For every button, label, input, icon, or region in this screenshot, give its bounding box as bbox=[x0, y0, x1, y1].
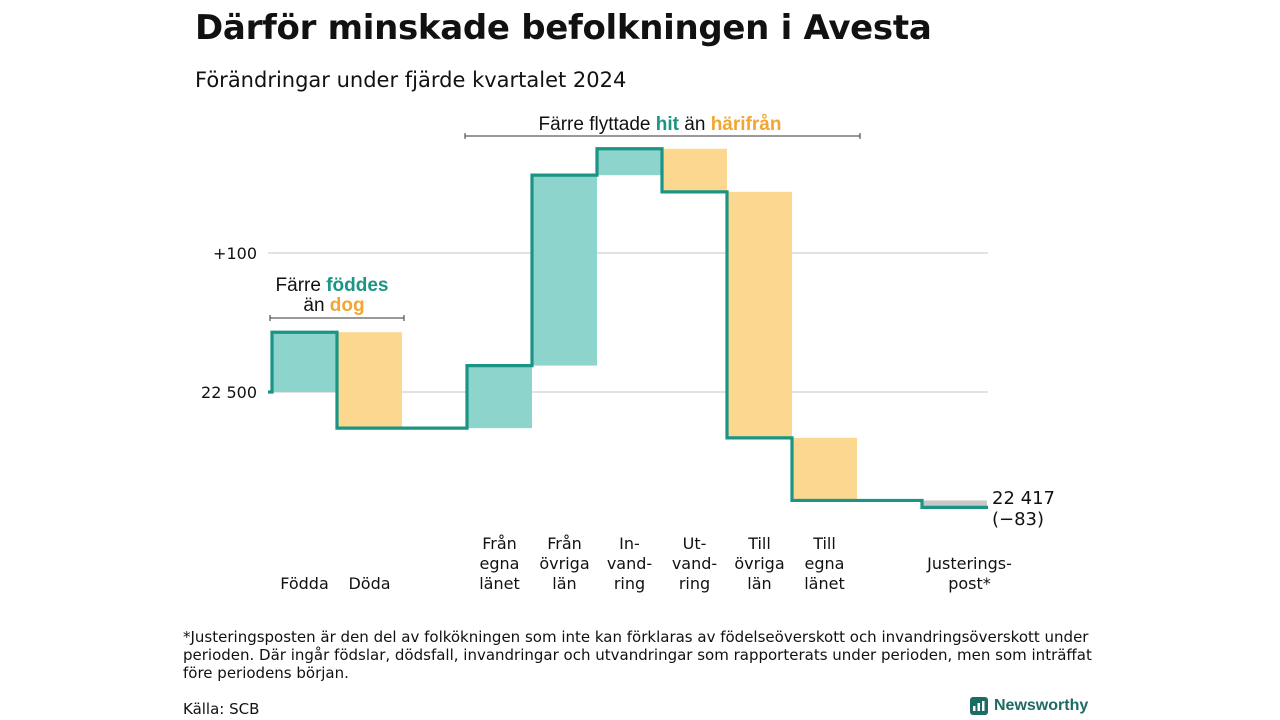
births-annotation-line1: Färre föddes bbox=[276, 275, 389, 296]
category-label: övriga bbox=[734, 554, 784, 573]
births-annotation-bold2: dog bbox=[330, 295, 365, 316]
category-label: ring bbox=[614, 574, 645, 593]
end-change: (−83) bbox=[992, 509, 1044, 530]
births-annotation-line2: än dog bbox=[303, 295, 364, 316]
category-label: Döda bbox=[348, 574, 390, 593]
category-label: vand- bbox=[672, 554, 717, 573]
category-label: ring bbox=[679, 574, 710, 593]
bar-outflow bbox=[662, 148, 727, 192]
y-tick-label: +100 bbox=[213, 244, 257, 263]
category-label: län bbox=[552, 574, 576, 593]
y-tick-labels: 22 500 +100 bbox=[201, 244, 257, 402]
category-label: egna bbox=[805, 554, 845, 573]
category-label: Till bbox=[812, 534, 836, 553]
category-label: Från bbox=[547, 534, 582, 553]
category-label: övriga bbox=[539, 554, 589, 573]
bar-inflow bbox=[467, 365, 532, 429]
source-credit: Källa: SCB bbox=[183, 700, 260, 718]
moves-annotation-bold2: härifrån bbox=[711, 114, 782, 135]
category-label: post* bbox=[948, 574, 991, 593]
category-label: Från bbox=[482, 534, 517, 553]
waterfall-chart: 22 500+100 Födda DödaFrånegnalänetFrånövr… bbox=[201, 114, 1055, 593]
category-label: vand- bbox=[607, 554, 652, 573]
bars bbox=[272, 148, 987, 508]
footnote: *Justeringsposten är den del av folkökni… bbox=[183, 628, 1092, 682]
moves-annotation: Färre flyttade hit än härifrån bbox=[539, 114, 782, 135]
births-annotation-bold1: föddes bbox=[326, 275, 388, 296]
category-label: egna bbox=[480, 554, 520, 573]
bar-inflow bbox=[597, 148, 662, 176]
category-labels: Födda DödaFrånegnalänetFrånövrigalänIn-va… bbox=[280, 534, 1012, 593]
bar-outflow bbox=[337, 332, 402, 429]
newsworthy-logo-icon bbox=[970, 697, 988, 715]
bar-outflow bbox=[727, 191, 792, 438]
brand-name: Newsworthy bbox=[994, 697, 1089, 714]
bar-outflow bbox=[792, 437, 857, 501]
bar-inflow bbox=[272, 332, 337, 392]
category-label: Födda bbox=[280, 574, 329, 593]
chart-title: Därför minskade befolkningen i Avesta bbox=[195, 8, 932, 48]
category-label: länet bbox=[804, 574, 845, 593]
end-value-label: 22 417 (−83) bbox=[992, 488, 1055, 530]
category-label: In- bbox=[619, 534, 640, 553]
category-label: Ut- bbox=[683, 534, 707, 553]
population-level-line bbox=[268, 147, 988, 509]
bar-inflow bbox=[532, 175, 597, 366]
category-label: länet bbox=[479, 574, 520, 593]
category-label: Justerings- bbox=[926, 554, 1012, 573]
bar-adjust bbox=[922, 500, 987, 508]
step-line bbox=[268, 147, 988, 509]
chart-subtitle: Förändringar under fjärde kvartalet 2024 bbox=[195, 68, 627, 92]
category-label: Till bbox=[747, 534, 771, 553]
brand[interactable]: Newsworthy bbox=[970, 697, 1088, 715]
annotations: Färre föddes än dog Färre flyttade hit ä… bbox=[269, 114, 861, 321]
end-value: 22 417 bbox=[992, 488, 1055, 509]
y-tick-label: 22 500 bbox=[201, 383, 257, 402]
category-label: län bbox=[747, 574, 771, 593]
moves-annotation-bold1: hit bbox=[656, 114, 680, 135]
